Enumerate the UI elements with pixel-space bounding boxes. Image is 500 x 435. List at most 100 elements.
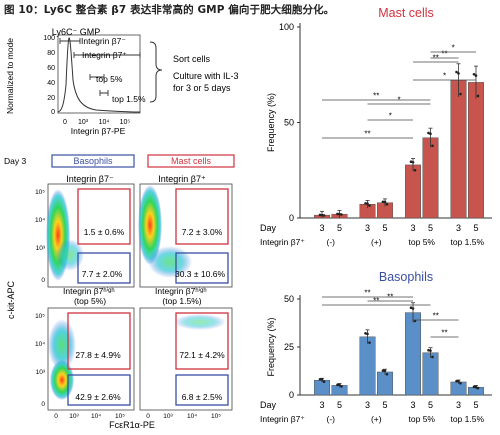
- flow-xtick: 0: [146, 413, 150, 420]
- flow-ytick: 10³: [36, 245, 46, 252]
- side-text: Sort cells: [173, 54, 211, 64]
- histogram-xticks: 0 10³ 10⁴ 10⁵: [63, 119, 130, 126]
- group-tick-label: (+): [371, 237, 382, 247]
- legend-basophils: Basophils: [73, 156, 113, 166]
- hist-xtick: 10⁴: [99, 119, 110, 126]
- flow-density: [56, 239, 84, 271]
- significance-label: **: [441, 329, 447, 338]
- histogram-title: Ly6C⁻ GMP: [52, 27, 100, 37]
- y-tick-label: 0: [289, 213, 294, 223]
- day-tick-label: 5: [337, 223, 342, 233]
- flow-density: [48, 319, 76, 371]
- basophil-percent: 7.7 ± 2.0%: [82, 269, 123, 279]
- significance-label: **: [441, 50, 447, 59]
- flow-xtick: 10³: [163, 413, 173, 420]
- day-tick-label: 5: [382, 400, 387, 410]
- basophil-percent: 6.8 ± 2.5%: [182, 392, 223, 402]
- data-point: [364, 332, 367, 335]
- flow-panel-title: Integrin β7ʰⁱᵍʰ (top 5%): [63, 286, 117, 306]
- side-text: Culture with IL-3: [173, 71, 239, 81]
- flow-ytick: 10⁴: [35, 217, 45, 224]
- figure-caption: 图 10：Ly6C 整合素 β7 表达非常高的 GMP 偏向于肥大细胞分化。: [4, 4, 335, 16]
- data-point: [366, 202, 369, 205]
- day-tick-label: 3: [411, 400, 416, 410]
- side-text: for 3 or 5 days: [173, 83, 231, 93]
- mast-gate: [67, 312, 131, 370]
- data-point: [474, 385, 478, 389]
- y-tick-label: 50: [284, 294, 294, 304]
- basophil-percent: 30.3 ± 10.6%: [175, 269, 225, 279]
- flow-panel-title: Integrin β7⁺: [158, 174, 206, 184]
- significance-label: **: [387, 293, 393, 302]
- flow-density: [148, 246, 192, 278]
- data-point: [340, 385, 343, 388]
- day-tick-label: 5: [428, 400, 433, 410]
- flow-density: [174, 314, 226, 330]
- flow-panel-title-line: Integrin β7ʰⁱᵍʰ: [63, 286, 115, 296]
- data-point: [474, 74, 478, 77]
- data-point: [455, 70, 458, 74]
- day-row-label: Day: [260, 400, 277, 410]
- bar: [405, 164, 421, 219]
- legend-mast-box: [147, 154, 235, 168]
- significance-label: **: [364, 289, 370, 298]
- group-tick-label: (-): [327, 414, 336, 424]
- hist-ytick: 40: [47, 80, 55, 87]
- basophil-gate: [175, 252, 229, 284]
- data-point: [411, 160, 415, 164]
- data-point: [318, 213, 322, 217]
- significance-label: *: [397, 96, 400, 105]
- flow-panel-2: Integrin β7⁺ 7.2 ± 3.0% 30.3 ± 10.6%: [138, 174, 233, 288]
- data-point: [457, 379, 460, 383]
- y-tick-label: 100: [279, 22, 294, 32]
- hist-xtick: 0: [63, 119, 67, 126]
- flow-panel-4: Integrin β7ʰⁱᵍʰ (top 1.5%) 72.1 ± 4.2% 6…: [139, 286, 233, 411]
- day-tick-label: 3: [320, 223, 325, 233]
- y-axis-label: Frequency (%): [266, 317, 276, 376]
- day-tick-label: 3: [320, 400, 325, 410]
- data-point: [340, 213, 343, 216]
- data-point: [409, 306, 413, 309]
- data-point: [431, 144, 434, 148]
- group-tick-label: top 5%: [409, 237, 436, 247]
- day-tick-label: 5: [473, 223, 478, 233]
- group-tick-label: (+): [371, 414, 382, 424]
- flow-xtick: 10⁴: [187, 413, 197, 420]
- legend-basophil-box: [51, 154, 135, 168]
- data-point: [338, 212, 341, 216]
- data-point: [366, 332, 369, 336]
- data-point: [322, 380, 326, 383]
- data-point: [459, 92, 462, 96]
- day-tick-label: 3: [456, 223, 461, 233]
- data-point: [385, 202, 389, 206]
- data-point: [338, 383, 341, 387]
- data-point: [368, 341, 371, 344]
- day-tick-label: 3: [411, 223, 416, 233]
- mast-percent: 1.5 ± 0.6%: [84, 227, 125, 237]
- day-tick-label: 3: [365, 223, 370, 233]
- legend-mast-cells: Mast cells: [171, 156, 212, 166]
- flow-xtick: 0: [54, 413, 58, 420]
- flow-panel-1: Integrin β7⁻ 1.5 ± 0.6% 7.7 ± 2.0%: [46, 174, 135, 288]
- data-point: [364, 202, 367, 205]
- day-tick-label: 3: [456, 400, 461, 410]
- group-tick-label: top 1.5%: [450, 414, 484, 424]
- data-point: [413, 168, 417, 172]
- data-point: [320, 213, 324, 217]
- data-point: [459, 381, 462, 385]
- group-tick-label: (-): [327, 237, 336, 247]
- hist-ytick: 100: [43, 35, 55, 42]
- mast-percent: 72.1 ± 4.2%: [179, 350, 225, 360]
- basophil-percent: 42.9 ± 2.6%: [75, 392, 121, 402]
- data-point: [411, 307, 415, 310]
- y-tick-label: 25: [284, 342, 294, 352]
- flow-ytick: 10⁵: [35, 189, 45, 196]
- y-axis-label: Frequency (%): [266, 93, 276, 152]
- data-point: [476, 94, 480, 98]
- mast-gate: [175, 312, 229, 370]
- mast-percent: 27.8 ± 4.9%: [75, 350, 121, 360]
- histogram-xlabel: Integrin β7-PE: [71, 126, 126, 136]
- data-point: [385, 372, 389, 376]
- day-tick-label: 5: [473, 400, 478, 410]
